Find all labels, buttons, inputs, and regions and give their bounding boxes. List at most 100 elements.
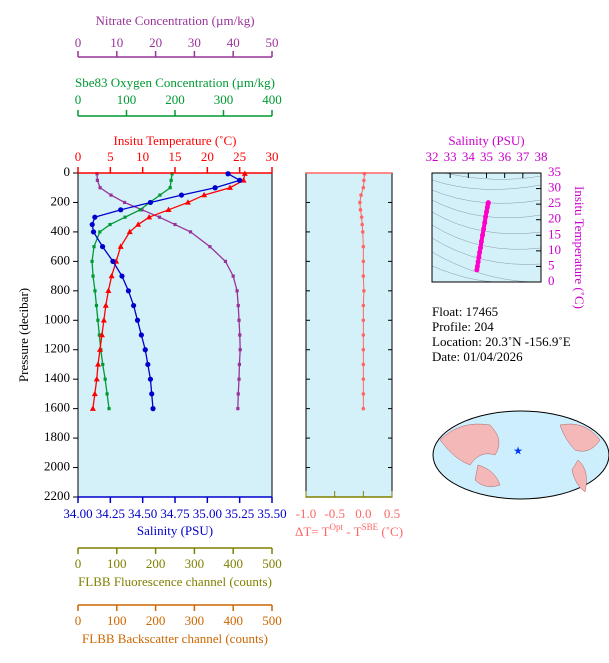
point <box>135 221 142 227</box>
x-tick-label: 200 <box>146 556 166 571</box>
y-tick-label: 30 <box>548 180 561 195</box>
x-tick-label: 32 <box>426 149 439 164</box>
point <box>208 245 212 249</box>
point <box>109 193 113 197</box>
point <box>165 206 172 213</box>
x-axis-title: ΔT= TOpt - TSBE (˚C) <box>295 522 403 539</box>
y-tick-label: 0 <box>64 164 71 179</box>
y-tick-label: 1800 <box>44 429 70 444</box>
y-axis-title: Insitu Temperature (˚C) <box>572 186 587 309</box>
x-axis-title: FLBB Fluorescence channel (counts) <box>78 574 272 589</box>
ts-title: Salinity (PSU) <box>448 133 524 148</box>
x-tick-label: 20 <box>149 35 162 50</box>
point <box>361 259 366 264</box>
x-tick-label: 34.25 <box>96 506 125 521</box>
point <box>147 376 154 382</box>
info-line: Location: 20.3˚N -156.9˚E <box>432 334 571 349</box>
point <box>361 244 366 249</box>
x-tick-label: 30 <box>266 149 279 164</box>
plot-background <box>78 173 272 497</box>
point <box>237 362 242 367</box>
y-tick-label: 400 <box>51 223 71 238</box>
point <box>231 274 235 278</box>
point <box>484 209 489 215</box>
point <box>91 390 98 397</box>
world-map: ★ <box>432 410 609 500</box>
point <box>89 405 96 411</box>
info-line: Profile: 204 <box>432 319 494 334</box>
point <box>97 333 101 337</box>
point <box>105 287 112 294</box>
point <box>241 170 248 176</box>
point <box>94 303 99 308</box>
point <box>358 200 362 205</box>
point <box>122 200 127 205</box>
x-tick-label: 34.75 <box>160 506 189 521</box>
point <box>168 186 172 190</box>
x-axis-title-part: SBE <box>362 522 379 532</box>
point <box>95 361 102 367</box>
point <box>131 302 137 309</box>
point <box>483 214 489 220</box>
y-tick-label: 35 <box>548 164 561 179</box>
point <box>107 407 111 411</box>
x-axis-title: Salinity (PSU) <box>137 523 213 538</box>
x-tick-label: 400 <box>223 556 243 571</box>
y-tick-label: 0 <box>548 273 555 288</box>
point <box>485 200 491 206</box>
point <box>169 178 173 182</box>
point <box>117 243 124 249</box>
x-axis-title: Sbe83 Oxygen Concentration (µm/kg) <box>75 75 275 90</box>
point <box>110 258 116 264</box>
point <box>480 232 486 238</box>
y-tick-label: 600 <box>51 252 71 267</box>
x-axis-title-part: Opt <box>330 522 344 532</box>
x-tick-label: 100 <box>117 92 137 107</box>
point <box>237 318 241 322</box>
point <box>361 362 366 367</box>
point <box>225 171 231 177</box>
x-tick-label: 50 <box>266 35 279 50</box>
point <box>145 361 151 368</box>
x-tick-label: 34.50 <box>128 506 157 521</box>
point <box>360 222 364 227</box>
x-tick-label: 10 <box>110 35 123 50</box>
x-tick-label: 33 <box>444 149 457 164</box>
y-tick-label: 20 <box>548 211 561 226</box>
point <box>188 230 193 234</box>
x-tick-label: 0.0 <box>355 506 371 521</box>
point <box>138 208 142 212</box>
x-tick-label: 500 <box>262 556 282 571</box>
point <box>482 220 488 226</box>
y-tick-label: 10 <box>548 242 561 257</box>
x-tick-label: 38 <box>535 149 548 164</box>
point <box>92 245 96 249</box>
info-line: Float: 17465 <box>432 304 498 319</box>
point <box>126 228 133 235</box>
point <box>474 263 480 269</box>
x-tick-label: -0.5 <box>324 506 345 521</box>
x-tick-label: 10 <box>136 149 149 164</box>
x-tick-label: -1.0 <box>296 506 317 521</box>
point <box>98 331 105 338</box>
point <box>173 222 177 227</box>
point <box>140 208 144 212</box>
point <box>481 226 487 232</box>
x-tick-label: 0 <box>75 613 82 628</box>
point <box>142 347 148 353</box>
point <box>98 186 102 190</box>
point <box>157 215 162 219</box>
point <box>149 391 155 397</box>
ts-background <box>432 173 541 282</box>
point <box>359 215 364 219</box>
x-tick-label: 400 <box>223 613 243 628</box>
point <box>96 318 100 322</box>
point <box>93 289 97 293</box>
x-tick-label: 100 <box>107 556 127 571</box>
point <box>103 377 107 381</box>
point <box>361 185 366 190</box>
point <box>118 207 124 213</box>
point <box>100 317 107 323</box>
